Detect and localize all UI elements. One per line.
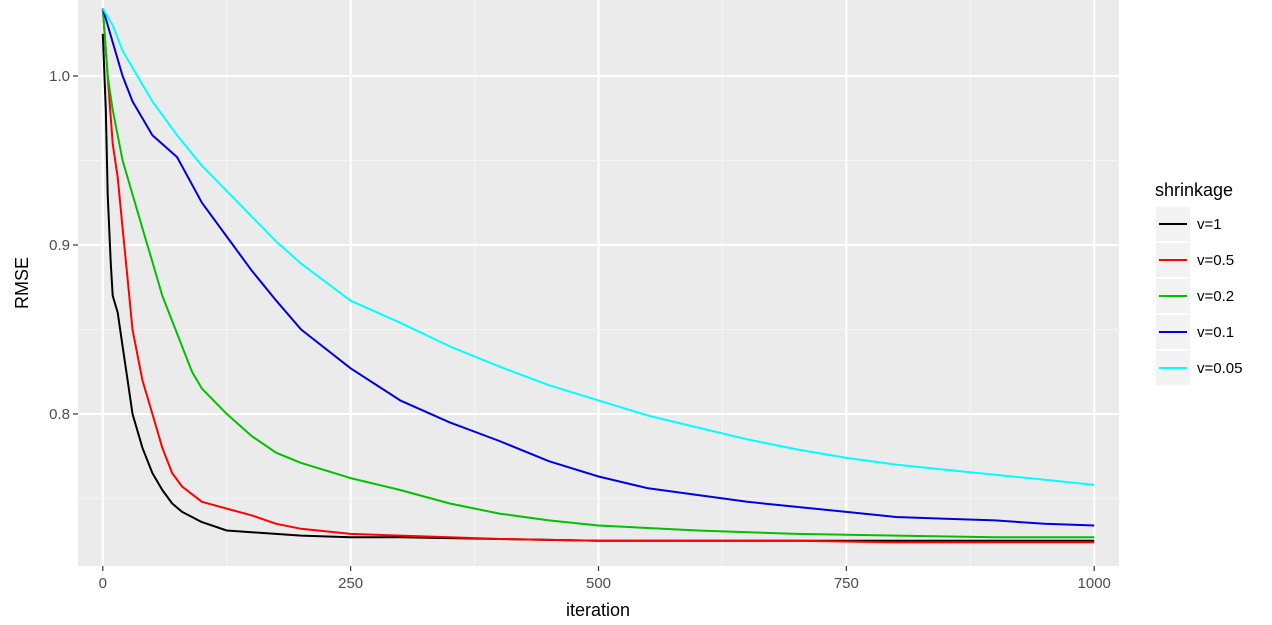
y-tick-label: 1.0 <box>49 68 70 85</box>
series-line <box>101 8 1095 539</box>
series-lines <box>101 7 1095 544</box>
legend-label: v=0.2 <box>1197 288 1234 305</box>
legend-title: shrinkage <box>1155 180 1233 200</box>
y-tick-label: 0.8 <box>49 406 70 423</box>
series-line <box>101 7 1095 486</box>
x-tick-label: 1000 <box>1078 575 1111 592</box>
legend-label: v=1 <box>1197 216 1222 233</box>
series-line <box>101 8 1095 527</box>
x-axis-ticks: 0 250 500 750 1000 <box>99 566 1111 592</box>
x-axis-title: iteration <box>566 600 630 620</box>
series-line <box>101 8 1095 544</box>
x-tick-label: 750 <box>834 575 859 592</box>
major-grid <box>78 0 1119 566</box>
legend-label: v=0.5 <box>1197 252 1234 269</box>
legend-label: v=0.1 <box>1197 324 1234 341</box>
y-axis-title: RMSE <box>12 257 32 309</box>
legend: shrinkage v=1 v=0.5 v=0.2 v=0.1 v=0.05 <box>1155 180 1242 385</box>
y-tick-label: 0.9 <box>49 237 70 254</box>
x-tick-label: 250 <box>338 575 363 592</box>
x-tick-label: 0 <box>99 575 107 592</box>
legend-label: v=0.05 <box>1197 360 1242 377</box>
y-axis-ticks: 0.8 0.9 1.0 <box>49 68 78 423</box>
x-tick-label: 500 <box>586 575 611 592</box>
